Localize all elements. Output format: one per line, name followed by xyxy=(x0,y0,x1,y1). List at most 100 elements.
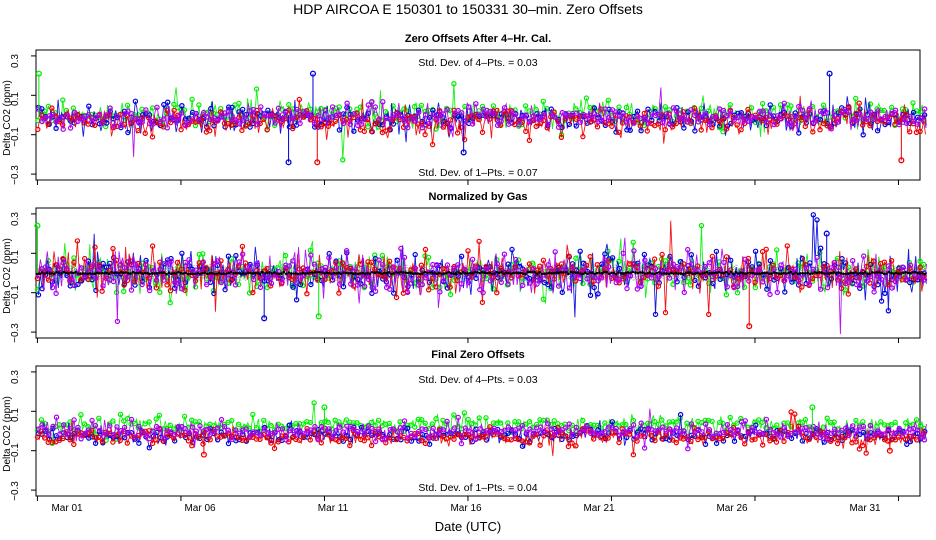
data-point xyxy=(336,419,342,425)
mean-point xyxy=(875,271,879,274)
data-point xyxy=(153,416,159,422)
data-point xyxy=(34,434,41,440)
data-point xyxy=(552,114,558,120)
data-point xyxy=(253,425,260,431)
data-point xyxy=(64,265,70,272)
data-point xyxy=(706,427,713,433)
data-point xyxy=(246,290,253,296)
data-point xyxy=(735,427,741,433)
outlier-point xyxy=(460,149,467,156)
data-point xyxy=(777,427,783,434)
data-point xyxy=(290,258,296,264)
data-point xyxy=(527,280,533,286)
data-point xyxy=(885,117,892,123)
data-point xyxy=(913,417,920,423)
data-point xyxy=(405,435,411,441)
mean-point xyxy=(545,272,549,275)
data-point xyxy=(171,431,178,438)
mean-point xyxy=(351,272,355,275)
data-point xyxy=(372,266,378,272)
panel-1-title: Zero Offsets After 4–Hr. Cal. xyxy=(405,33,551,45)
data-point xyxy=(778,262,784,268)
data-point xyxy=(279,426,286,432)
data-point xyxy=(283,437,289,443)
data-point xyxy=(573,424,580,431)
data-point xyxy=(918,272,924,278)
mean-point xyxy=(533,271,537,274)
data-point xyxy=(157,289,163,295)
data-point xyxy=(594,124,601,130)
mean-point xyxy=(158,271,161,275)
data-point xyxy=(616,280,622,286)
data-point xyxy=(663,111,670,117)
panel-1-stddev-4pts: Std. Dev. of 4–Pts. = 0.03 xyxy=(418,57,537,69)
data-point xyxy=(92,440,99,446)
mean-point xyxy=(648,271,651,274)
data-point xyxy=(533,123,539,130)
mean-point xyxy=(548,271,551,275)
data-point xyxy=(598,275,605,281)
data-point xyxy=(652,266,659,272)
data-point xyxy=(774,121,780,127)
data-point xyxy=(491,110,497,117)
mean-point xyxy=(739,271,742,274)
outlier-point xyxy=(315,313,322,320)
mean-point xyxy=(289,272,293,275)
data-point xyxy=(293,297,300,303)
mean-point xyxy=(832,271,836,274)
data-point xyxy=(437,262,443,269)
data-point xyxy=(121,424,128,431)
data-point xyxy=(662,258,669,264)
data-point xyxy=(738,113,745,119)
mean-point xyxy=(887,270,891,274)
data-point xyxy=(724,422,731,428)
mean-point xyxy=(555,271,558,274)
data-point xyxy=(681,125,687,131)
data-point xyxy=(271,445,278,452)
mean-point xyxy=(490,272,494,276)
data-point xyxy=(648,432,654,438)
mean-point xyxy=(100,271,104,275)
data-point xyxy=(225,109,232,115)
mean-point xyxy=(634,271,637,274)
data-point xyxy=(860,442,866,449)
data-point xyxy=(685,246,691,253)
panel-1: Zero Offsets After 4–Hr. Cal. Std. Dev. … xyxy=(2,33,928,185)
data-point xyxy=(853,417,859,424)
data-point xyxy=(143,433,149,439)
data-point xyxy=(494,261,500,267)
data-point xyxy=(494,290,500,296)
mean-point xyxy=(782,271,785,275)
mean-point xyxy=(217,271,221,275)
data-point xyxy=(757,108,763,115)
data-point xyxy=(538,424,544,430)
data-point xyxy=(68,277,74,283)
data-point xyxy=(759,419,765,426)
mean-point xyxy=(325,271,329,275)
data-point xyxy=(175,104,181,111)
x-axis-label: Date (UTC) xyxy=(435,519,501,534)
data-point xyxy=(118,428,124,434)
data-point xyxy=(512,111,519,118)
data-point xyxy=(710,434,716,440)
data-point xyxy=(465,248,471,254)
data-point xyxy=(839,427,845,433)
data-point xyxy=(225,427,231,433)
x-tick-label: Mar 06 xyxy=(184,503,216,514)
mean-point xyxy=(624,271,628,275)
data-point xyxy=(595,291,601,297)
data-point xyxy=(290,284,296,290)
data-point xyxy=(409,115,415,121)
data-point xyxy=(767,291,773,298)
data-point xyxy=(221,433,227,439)
mean-point xyxy=(717,270,721,274)
data-point xyxy=(490,420,497,426)
data-point xyxy=(651,256,658,262)
mean-point xyxy=(906,271,910,275)
data-point xyxy=(674,108,680,115)
data-point xyxy=(781,438,787,445)
data-point xyxy=(193,110,199,117)
data-point xyxy=(903,276,910,283)
data-point xyxy=(459,110,465,116)
mean-point xyxy=(124,271,128,274)
